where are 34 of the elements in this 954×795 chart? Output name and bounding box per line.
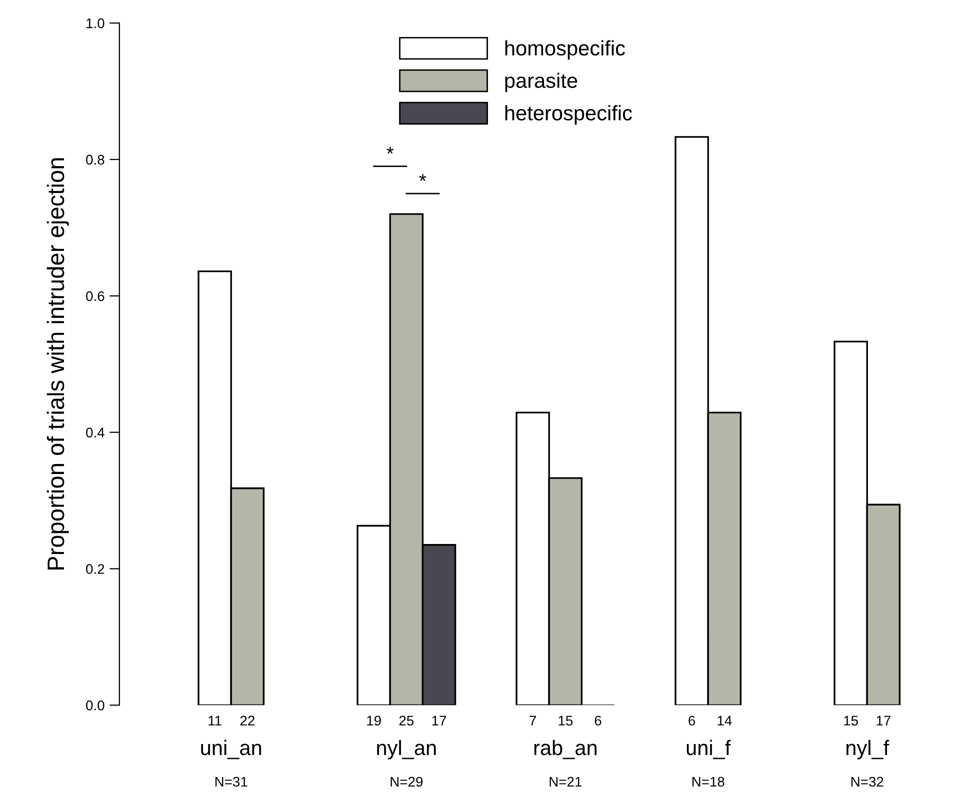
text: 15 bbox=[558, 716, 573, 726]
x-tick-label: rab_an bbox=[534, 740, 596, 760]
x-tick-label: uni_an bbox=[201, 740, 262, 760]
text: 22 bbox=[240, 716, 254, 726]
text: N=32 bbox=[851, 776, 884, 787]
text: 25 bbox=[399, 716, 414, 726]
y-tick-label: 0.8 bbox=[86, 154, 104, 165]
text: N=29 bbox=[390, 776, 423, 787]
text: N=21 bbox=[550, 776, 582, 787]
text: 6 bbox=[688, 716, 696, 726]
annotation: * bbox=[419, 174, 426, 181]
y-tick-label: 0.6 bbox=[86, 291, 104, 302]
text: 11 bbox=[208, 716, 222, 726]
y-axis-title: Proportion of trials with intruder ejection bbox=[46, 158, 69, 570]
x-tick-label: nyl_an bbox=[377, 740, 436, 760]
x-tick-label: uni_f bbox=[686, 740, 731, 760]
text: 17 bbox=[432, 716, 446, 726]
text: 19 bbox=[367, 716, 381, 726]
y-tick-label: 1.0 bbox=[86, 18, 104, 28]
y-tick-label: 0.4 bbox=[86, 428, 104, 438]
y-tick-label: 0.2 bbox=[86, 564, 104, 574]
legend-label: parasite bbox=[505, 72, 578, 92]
text: 6 bbox=[594, 716, 602, 726]
legend-label: homospecific bbox=[505, 40, 625, 60]
text: 17 bbox=[876, 716, 890, 726]
text: N=31 bbox=[215, 776, 248, 787]
legend-label: heterospecific bbox=[505, 105, 632, 125]
x-tick-label: nyl_f bbox=[846, 740, 890, 760]
text: 15 bbox=[844, 716, 858, 726]
text: N=18 bbox=[692, 776, 724, 787]
text: 7 bbox=[530, 716, 536, 726]
text: 14 bbox=[718, 716, 732, 726]
y-tick-label: 0.0 bbox=[86, 700, 104, 710]
annotation: * bbox=[386, 146, 394, 154]
